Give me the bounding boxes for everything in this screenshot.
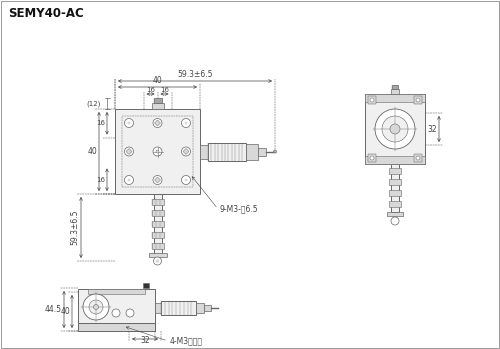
Bar [154,194,162,254]
Bar [389,168,401,174]
Text: (12): (12) [86,100,101,107]
Circle shape [185,179,187,181]
Text: 16: 16 [146,87,155,92]
Text: 40: 40 [88,147,97,156]
Bar [196,303,204,313]
Circle shape [382,116,408,142]
Circle shape [89,300,103,314]
Bar [115,109,200,194]
Bar [204,305,211,311]
Bar [365,94,425,102]
Text: 16: 16 [96,120,105,126]
Bar [391,89,399,94]
Circle shape [128,150,130,153]
Text: 40: 40 [60,307,70,316]
Text: 32: 32 [428,125,437,134]
Bar [414,96,422,104]
Bar [365,156,425,164]
Bar [122,116,193,187]
Circle shape [128,179,130,181]
Bar [152,221,164,227]
Bar [152,210,164,216]
Circle shape [112,309,120,317]
Bar [148,253,166,257]
Text: 44.5: 44.5 [45,305,62,314]
Circle shape [83,294,109,320]
Circle shape [156,179,158,181]
Polygon shape [126,149,132,155]
Circle shape [416,98,420,102]
Bar [368,96,376,104]
Circle shape [153,119,162,127]
Text: 16: 16 [160,87,169,92]
Circle shape [182,147,190,156]
Bar [152,103,164,109]
Bar [78,289,155,323]
Bar [389,190,401,196]
Circle shape [182,119,190,127]
Circle shape [156,260,159,262]
Bar [143,283,149,288]
Bar [152,232,164,238]
Circle shape [128,122,130,124]
Polygon shape [154,177,160,183]
Bar [155,303,161,313]
Bar [200,144,208,158]
Circle shape [156,150,159,153]
Text: 40: 40 [152,76,162,85]
Circle shape [370,156,374,160]
Text: 59.3±6.5: 59.3±6.5 [177,70,213,79]
Circle shape [274,150,276,153]
Bar [78,323,155,331]
Circle shape [185,122,187,124]
Circle shape [153,147,162,156]
Bar [88,289,145,294]
Circle shape [126,309,134,317]
Circle shape [182,176,190,185]
Circle shape [391,217,399,225]
Circle shape [390,124,400,134]
Circle shape [124,176,134,185]
Circle shape [156,122,158,124]
Bar [392,85,398,89]
Bar [154,98,162,103]
Circle shape [156,150,158,153]
Circle shape [94,304,98,310]
Bar [391,164,399,212]
Text: 32: 32 [140,336,150,345]
Text: 9-M3-深6.5: 9-M3-深6.5 [220,205,258,214]
Bar [387,212,403,216]
Bar [208,142,246,161]
Bar [258,148,266,156]
Bar [161,301,196,315]
Circle shape [370,98,374,102]
Circle shape [375,109,415,149]
Bar [246,143,258,159]
Bar [389,201,401,207]
Circle shape [153,176,162,185]
Text: SEMY40-AC: SEMY40-AC [8,7,84,20]
Bar [414,154,422,162]
Text: 59.3±6.5: 59.3±6.5 [70,210,79,245]
Text: 4-M3沉头孔: 4-M3沉头孔 [170,336,203,346]
Circle shape [416,156,420,160]
Circle shape [185,150,187,153]
Circle shape [154,257,162,265]
Bar [368,154,376,162]
Bar [152,199,164,205]
Circle shape [124,147,134,156]
Polygon shape [154,120,160,126]
Bar [365,94,425,164]
Bar [152,243,164,249]
Polygon shape [183,149,189,155]
Text: 16: 16 [96,177,105,183]
Bar [389,179,401,185]
Circle shape [124,119,134,127]
